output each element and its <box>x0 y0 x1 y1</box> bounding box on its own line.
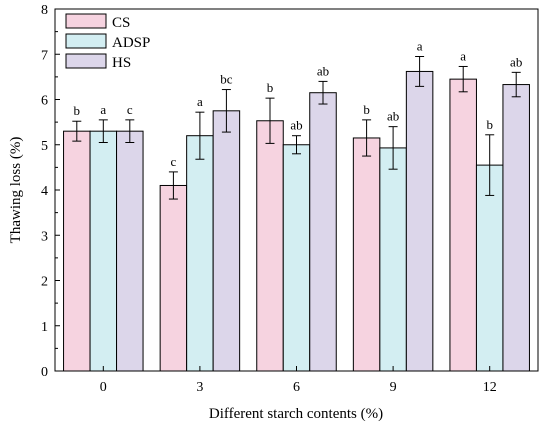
y-tick-label: 1 <box>41 320 48 335</box>
x-tick-label: 9 <box>390 380 397 395</box>
y-tick-label: 7 <box>41 48 48 63</box>
significance-label: b <box>74 103 81 118</box>
y-tick-label: 5 <box>41 139 48 154</box>
significance-label: a <box>100 102 106 117</box>
x-tick-label: 0 <box>100 380 107 395</box>
bar-adsp-12 <box>475 164 504 372</box>
legend: CS ADSP HS <box>65 13 150 71</box>
significance-label: a <box>417 39 423 54</box>
x-tick-label: 12 <box>483 380 497 395</box>
y-tick-label: 0 <box>41 365 48 380</box>
legend-label-cs: CS <box>112 15 130 31</box>
significance-label: ab <box>510 54 522 69</box>
bar-cs-0 <box>63 130 91 372</box>
significance-label: bc <box>220 72 233 87</box>
y-tick-label: 2 <box>41 275 48 290</box>
significance-label: c <box>127 102 133 117</box>
significance-label: a <box>197 94 203 109</box>
legend-swatch-adsp <box>65 33 107 49</box>
bar-cs-3 <box>159 184 188 372</box>
bar-adsp-9 <box>379 147 407 372</box>
significance-label: ab <box>290 118 302 133</box>
y-tick-label: 4 <box>41 184 48 199</box>
x-tick-label: 6 <box>293 380 300 395</box>
bar-hs-6 <box>309 92 337 372</box>
legend-label-hs: HS <box>112 55 131 71</box>
y-tick-label: 6 <box>41 94 48 109</box>
y-axis-title: Thawing loss (%) <box>8 137 24 244</box>
significance-label: a <box>460 48 466 63</box>
bar-hs-9 <box>405 70 434 372</box>
significance-label: b <box>486 117 493 132</box>
bar-adsp-3 <box>186 135 214 372</box>
bar-adsp-0 <box>89 130 118 372</box>
bar-hs-3 <box>212 110 241 372</box>
legend-swatch-hs <box>65 53 107 69</box>
significance-label: c <box>171 154 177 169</box>
legend-swatch-cs <box>65 13 107 29</box>
significance-label: b <box>363 102 370 117</box>
bar-cs-9 <box>352 137 381 372</box>
bar-adsp-6 <box>282 144 311 372</box>
legend-label-adsp: ADSP <box>112 35 150 51</box>
x-tick-label: 3 <box>196 380 203 395</box>
bar-cs-6 <box>256 120 284 372</box>
significance-label: ab <box>317 63 329 78</box>
y-tick-label: 3 <box>41 229 48 244</box>
significance-label: ab <box>387 109 399 124</box>
bar-hs-12 <box>502 84 530 372</box>
x-axis-title: Different starch contents (%) <box>209 406 383 422</box>
bar-cs-12 <box>449 78 477 372</box>
significance-label: b <box>267 80 274 95</box>
y-tick-label: 8 <box>41 3 48 18</box>
bar-hs-0 <box>116 130 144 372</box>
